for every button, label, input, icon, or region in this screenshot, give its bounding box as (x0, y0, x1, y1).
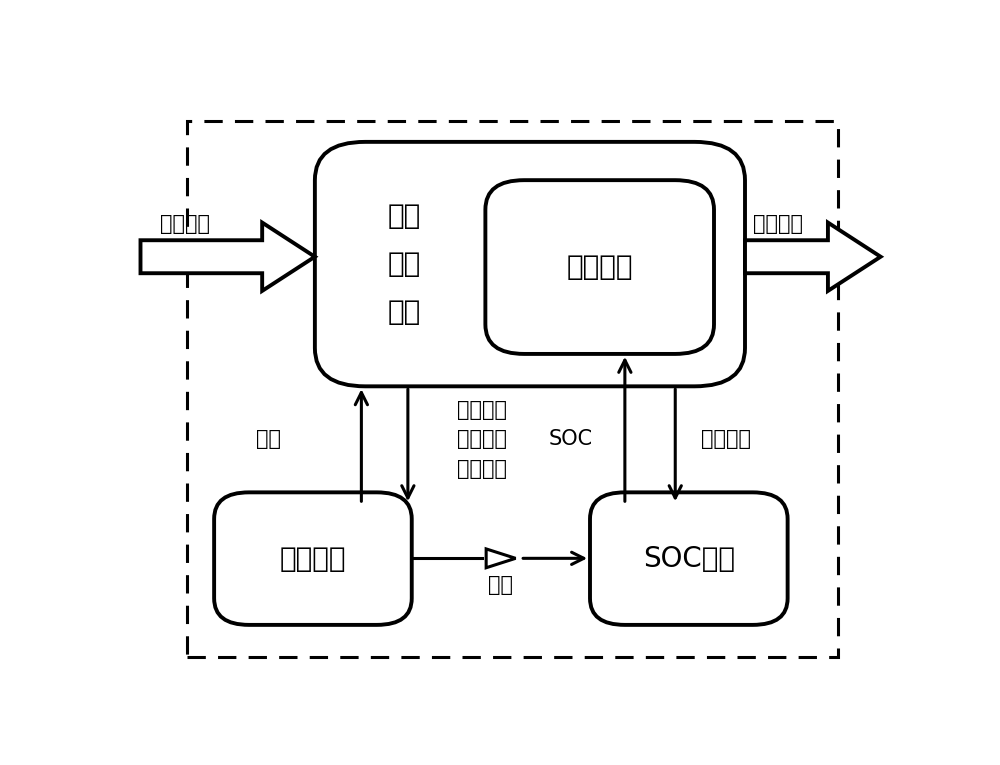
Text: 温度: 温度 (256, 429, 281, 449)
FancyBboxPatch shape (214, 493, 412, 625)
Polygon shape (140, 223, 315, 291)
FancyBboxPatch shape (315, 142, 745, 386)
Polygon shape (486, 549, 516, 568)
Polygon shape (745, 223, 881, 291)
Text: 输出功率: 输出功率 (753, 214, 803, 234)
Text: SOC: SOC (549, 429, 593, 449)
Text: 需求功率: 需求功率 (160, 214, 210, 234)
Text: 开路电压
工作电压
工作电流: 开路电压 工作电压 工作电流 (456, 400, 507, 479)
Text: 温度: 温度 (488, 575, 513, 595)
Text: 电流
电压
模块: 电流 电压 模块 (387, 202, 421, 326)
FancyBboxPatch shape (485, 180, 714, 354)
Text: 工作电流: 工作电流 (701, 429, 751, 449)
Bar (187, 121, 838, 657)
FancyBboxPatch shape (590, 493, 788, 625)
Text: 温度模块: 温度模块 (280, 545, 346, 573)
Text: 功率限制: 功率限制 (566, 253, 633, 281)
Text: SOC模块: SOC模块 (643, 545, 735, 573)
